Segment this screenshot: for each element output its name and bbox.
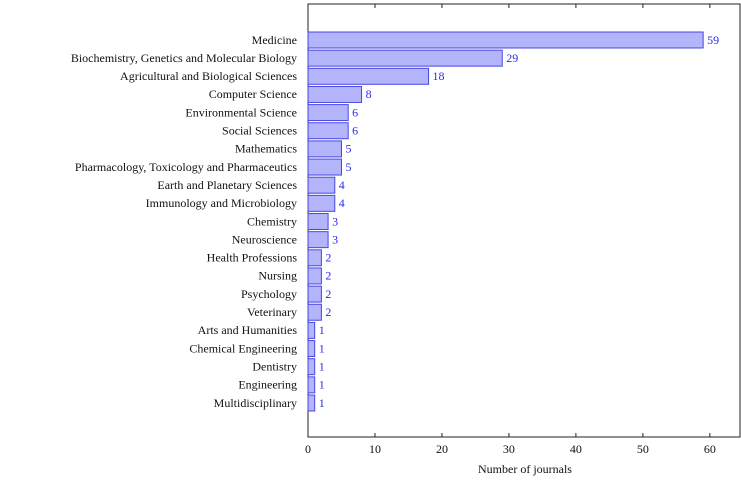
value-label: 2 <box>325 251 331 265</box>
value-label: 5 <box>345 160 351 174</box>
bar <box>307 49 503 67</box>
bar <box>307 194 336 212</box>
bar <box>307 158 342 176</box>
y-tick-label: Health Professions <box>207 251 298 265</box>
bar <box>307 213 329 230</box>
bar <box>307 303 322 321</box>
bar <box>307 31 704 49</box>
bar <box>307 376 316 394</box>
value-label: 1 <box>319 396 325 410</box>
value-label: 8 <box>366 87 372 101</box>
y-tick-label: Chemistry <box>247 214 297 228</box>
y-tick-label: Nursing <box>258 269 297 283</box>
y-tick-label: Biochemistry, Genetics and Molecular Bio… <box>71 51 297 65</box>
bar <box>307 85 363 103</box>
y-tick-label: Arts and Humanities <box>198 323 298 337</box>
y-tick-label: Computer Science <box>209 87 297 101</box>
y-tick-label: Engineering <box>238 378 297 392</box>
x-axis-label: Number of journals <box>478 462 572 476</box>
value-label: 1 <box>319 341 325 355</box>
y-tick-label: Immunology and Microbiology <box>146 196 297 210</box>
x-tick-label: 60 <box>704 442 716 456</box>
y-tick-label: Dentistry <box>252 359 297 373</box>
bar <box>307 394 316 412</box>
value-label: 2 <box>325 287 331 301</box>
bar <box>307 321 316 339</box>
bar <box>307 176 336 194</box>
value-label: 2 <box>325 305 331 319</box>
x-tick-label: 40 <box>570 442 582 456</box>
x-tick-label: 0 <box>305 442 311 456</box>
value-label: 6 <box>352 124 358 138</box>
bar <box>307 140 342 158</box>
value-label: 4 <box>339 178 345 192</box>
y-tick-label: Social Sciences <box>222 124 297 138</box>
y-tick-label: Medicine <box>252 33 297 47</box>
y-tick-label: Pharmacology, Toxicology and Pharmaceuti… <box>75 160 297 174</box>
bar <box>307 249 322 267</box>
bar <box>307 340 316 358</box>
y-tick-label: Multidisciplinary <box>214 396 297 410</box>
x-tick-label: 10 <box>369 442 381 456</box>
y-tick-label: Earth and Planetary Sciences <box>157 178 297 192</box>
value-label: 6 <box>352 105 358 119</box>
value-label: 1 <box>319 323 325 337</box>
value-label: 2 <box>325 269 331 283</box>
value-label: 5 <box>345 142 351 156</box>
value-label: 3 <box>332 214 338 228</box>
value-label: 1 <box>319 378 325 392</box>
value-label: 1 <box>319 359 325 373</box>
bar <box>307 358 316 376</box>
y-tick-label: Chemical Engineering <box>189 341 297 355</box>
x-tick-label: 50 <box>637 442 649 456</box>
x-tick-label: 20 <box>436 442 448 456</box>
x-tick-label: 30 <box>503 442 515 456</box>
value-label: 29 <box>506 51 518 65</box>
value-label: 4 <box>339 196 345 210</box>
y-tick-label: Agricultural and Biological Sciences <box>120 69 297 83</box>
y-tick-label: Environmental Science <box>185 105 297 119</box>
bar <box>307 104 349 122</box>
y-tick-label: Psychology <box>241 287 297 301</box>
bar <box>307 231 329 249</box>
y-tick-label: Mathematics <box>235 142 297 156</box>
value-label: 18 <box>433 69 445 83</box>
bar <box>307 267 322 285</box>
bar <box>307 122 349 140</box>
y-tick-label: Neuroscience <box>232 232 297 246</box>
value-label: 3 <box>332 232 338 246</box>
bar <box>307 67 430 85</box>
value-label: 59 <box>707 33 719 47</box>
y-tick-label: Veterinary <box>247 305 297 319</box>
bar <box>307 285 322 303</box>
